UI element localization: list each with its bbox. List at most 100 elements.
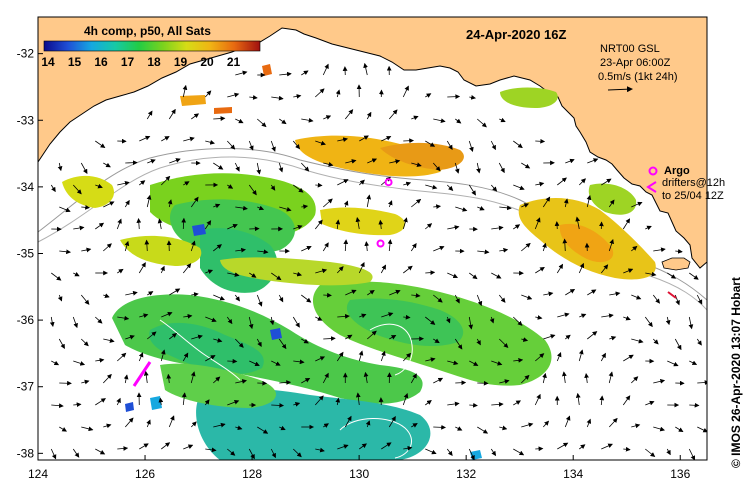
current-vector: [689, 360, 698, 365]
current-vector: [125, 334, 135, 340]
current-vector: [601, 313, 614, 319]
current-vector: [477, 206, 485, 211]
current-vector: [160, 349, 166, 362]
current-vector: [191, 334, 203, 340]
current-vector: [323, 115, 332, 120]
current-vector: [51, 403, 64, 409]
current-vector: [72, 316, 78, 329]
current-vector: [160, 265, 165, 274]
current-vector: [587, 158, 599, 164]
current-vector: [213, 337, 223, 343]
current-vector: [117, 352, 127, 362]
current-vector: [622, 218, 631, 230]
current-vector: [271, 272, 282, 281]
current-vector: [95, 448, 106, 455]
current-vector: [565, 334, 571, 340]
current-vector: [476, 338, 481, 346]
current-vector: [675, 426, 684, 433]
current-vector: [367, 289, 375, 296]
current-vector: [411, 115, 419, 121]
colorbar-tick-label: 21: [227, 55, 241, 69]
current-vector: [72, 184, 82, 195]
current-vector: [50, 448, 57, 460]
current-vector: [279, 425, 286, 431]
land-south-australia: [38, 17, 707, 268]
current-vector: [257, 426, 269, 434]
current-vector: [653, 378, 666, 384]
current-vector: [358, 350, 364, 362]
current-vector: [535, 181, 545, 187]
current-vector: [653, 426, 665, 432]
current-vector: [146, 419, 151, 428]
current-vector: [301, 117, 314, 123]
current-vector: [146, 194, 152, 208]
current-vector: [535, 315, 543, 320]
current-vector: [337, 137, 348, 143]
current-vector: [322, 372, 329, 384]
current-vector: [565, 288, 576, 296]
current-vector: [645, 271, 657, 277]
current-vector: [227, 184, 234, 189]
current-vector: [117, 446, 129, 451]
current-vector: [73, 225, 85, 231]
current-vector: [81, 204, 90, 210]
current-vector: [227, 92, 240, 98]
current-vector: [116, 218, 122, 230]
colorbar-tick-label: 16: [94, 55, 108, 69]
current-vector: [586, 194, 592, 208]
current-vector: [696, 294, 703, 305]
current-vector: [562, 238, 568, 252]
current-vector: [301, 70, 309, 76]
current-vector: [499, 117, 506, 123]
current-vector: [665, 316, 671, 326]
current-vector: [433, 338, 440, 344]
current-vector: [521, 294, 533, 300]
current-vector: [315, 447, 325, 453]
current-vector: [476, 162, 481, 174]
current-vector: [667, 272, 677, 279]
current-vector: [80, 338, 89, 347]
current-vector: [213, 116, 226, 121]
y-tick-label: -35: [17, 246, 35, 260]
argo-legend-label: Argo: [664, 165, 690, 177]
current-vector: [575, 216, 581, 230]
current-vector: [402, 217, 408, 230]
current-vector: [447, 401, 460, 407]
current-vector: [315, 316, 323, 321]
current-vector: [279, 380, 292, 385]
current-vector: [425, 223, 433, 230]
current-vector: [190, 421, 197, 428]
current-vector: [314, 219, 323, 230]
current-vector: [454, 338, 463, 350]
current-vector: [696, 338, 702, 346]
current-vector: [380, 264, 386, 274]
current-vector: [95, 183, 103, 189]
current-vector: [410, 243, 417, 252]
current-vector: [556, 263, 564, 274]
current-vector: [358, 179, 365, 186]
current-vector: [190, 196, 199, 208]
current-vector: [491, 360, 503, 366]
current-vector: [248, 184, 257, 196]
current-vector: [344, 415, 352, 428]
current-vector: [425, 184, 438, 190]
current-vector: [432, 162, 441, 172]
current-vector: [57, 162, 63, 172]
current-vector: [389, 335, 397, 340]
current-vector: [144, 239, 150, 252]
current-vector: [403, 314, 411, 320]
current-vector: [204, 90, 212, 98]
current-vector: [535, 266, 545, 274]
current-vector: [366, 194, 372, 208]
current-vector: [345, 334, 353, 340]
current-vector: [468, 140, 474, 153]
current-vector: [584, 373, 589, 384]
current-vector: [579, 313, 587, 319]
current-vector: [447, 272, 459, 279]
current-vector: [542, 242, 547, 252]
current-vector: [337, 179, 349, 186]
current-vector: [499, 205, 512, 211]
current-vector: [689, 402, 700, 408]
current-vector: [403, 265, 413, 274]
